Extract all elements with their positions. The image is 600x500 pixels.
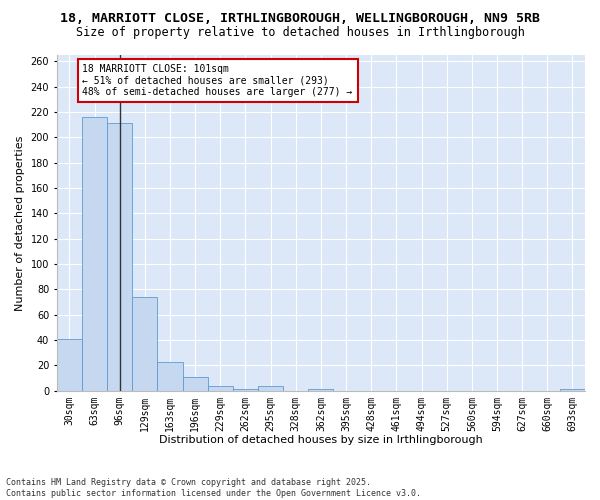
Bar <box>57 339 82 390</box>
X-axis label: Distribution of detached houses by size in Irthlingborough: Distribution of detached houses by size … <box>159 435 483 445</box>
Bar <box>182 377 208 390</box>
Bar <box>107 124 132 390</box>
Text: 18, MARRIOTT CLOSE, IRTHLINGBOROUGH, WELLINGBOROUGH, NN9 5RB: 18, MARRIOTT CLOSE, IRTHLINGBOROUGH, WEL… <box>60 12 540 26</box>
Text: 18 MARRIOTT CLOSE: 101sqm
← 51% of detached houses are smaller (293)
48% of semi: 18 MARRIOTT CLOSE: 101sqm ← 51% of detac… <box>82 64 353 97</box>
Bar <box>208 386 233 390</box>
Bar <box>82 117 107 390</box>
Text: Size of property relative to detached houses in Irthlingborough: Size of property relative to detached ho… <box>76 26 524 39</box>
Bar <box>157 362 182 390</box>
Y-axis label: Number of detached properties: Number of detached properties <box>15 135 25 310</box>
Bar <box>132 297 157 390</box>
Text: Contains HM Land Registry data © Crown copyright and database right 2025.
Contai: Contains HM Land Registry data © Crown c… <box>6 478 421 498</box>
Bar <box>258 386 283 390</box>
